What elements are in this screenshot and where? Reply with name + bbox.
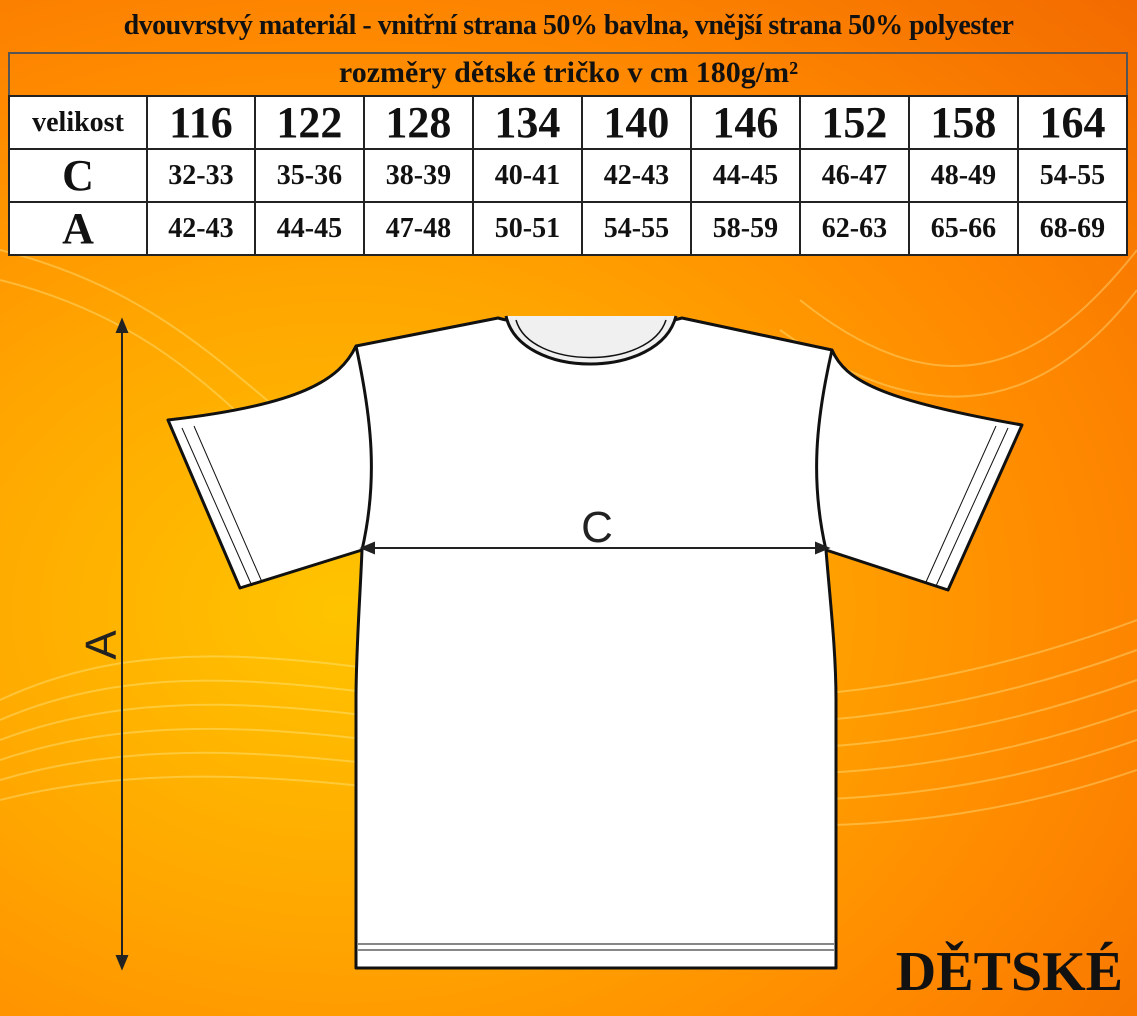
value-cell: 68-69 <box>1016 201 1129 256</box>
value-cell: 47-48 <box>362 201 474 256</box>
value-cell: 35-36 <box>253 148 365 203</box>
value-cell: 50-51 <box>471 201 583 256</box>
table-row-a: A 42-43 44-45 47-48 50-51 54-55 58-59 62… <box>8 201 1129 256</box>
width-measure-arrow <box>359 541 831 555</box>
subtitle-frame <box>8 52 1128 96</box>
value-cell: 44-45 <box>253 201 365 256</box>
size-cell: 122 <box>253 95 365 150</box>
chart-subtitle: rozměry dětské tričko v cm 180g/m² <box>338 56 799 89</box>
value-cell: 46-47 <box>798 148 910 203</box>
size-header-row: velikost 116 122 128 134 140 146 152 158… <box>8 95 1129 150</box>
category-label: DĚTSKÉ <box>895 941 1123 1003</box>
row-label: A <box>8 201 148 256</box>
width-label: C <box>581 503 613 552</box>
material-description: dvouvrstvý materiál - vnitřní strana 50%… <box>123 10 1014 41</box>
size-cell: 116 <box>146 95 256 150</box>
length-measure-arrow <box>115 317 129 971</box>
size-label: velikost <box>8 95 148 150</box>
value-cell: 65-66 <box>907 201 1019 256</box>
value-cell: 62-63 <box>798 201 910 256</box>
value-cell: 42-43 <box>580 148 692 203</box>
value-cell: 44-45 <box>689 148 801 203</box>
size-cell: 128 <box>362 95 474 150</box>
value-cell: 54-55 <box>580 201 692 256</box>
size-cell: 140 <box>580 95 692 150</box>
tshirt-outline <box>166 315 1024 970</box>
value-cell: 48-49 <box>907 148 1019 203</box>
value-cell: 58-59 <box>689 201 801 256</box>
value-cell: 40-41 <box>471 148 583 203</box>
size-cell: 146 <box>689 95 801 150</box>
row-label: C <box>8 148 148 203</box>
size-cell: 158 <box>907 95 1019 150</box>
size-cell: 164 <box>1016 95 1129 150</box>
size-cell: 152 <box>798 95 910 150</box>
value-cell: 38-39 <box>362 148 474 203</box>
table-row-c: C 32-33 35-36 38-39 40-41 42-43 44-45 46… <box>8 148 1129 203</box>
value-cell: 42-43 <box>146 201 256 256</box>
length-label: A <box>77 630 126 660</box>
value-cell: 32-33 <box>146 148 256 203</box>
size-cell: 134 <box>471 95 583 150</box>
size-table: velikost 116 122 128 134 140 146 152 158… <box>8 95 1129 256</box>
value-cell: 54-55 <box>1016 148 1129 203</box>
